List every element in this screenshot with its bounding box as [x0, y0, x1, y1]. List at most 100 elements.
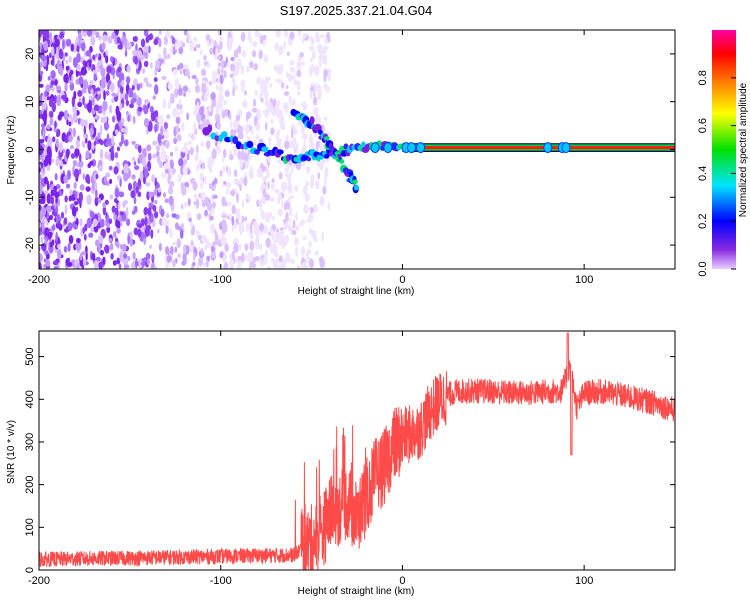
noise-blob — [196, 59, 201, 69]
noise-blob — [176, 238, 182, 249]
y-tick-label: -20 — [24, 237, 36, 253]
noise-blob — [254, 30, 260, 38]
noise-blob — [215, 77, 219, 83]
noise-blob — [86, 102, 92, 112]
noise-blob — [150, 229, 154, 239]
noise-blob — [40, 236, 44, 244]
noise-blob — [137, 191, 142, 198]
noise-blob — [286, 252, 291, 264]
bottom-y-axis-label: SNR (10 * v/v) — [6, 420, 17, 484]
noise-blob — [85, 186, 91, 192]
noise-blob — [39, 138, 45, 144]
noise-blob — [150, 261, 155, 269]
noise-blob — [233, 242, 239, 254]
noise-blob — [231, 223, 235, 233]
noise-blob — [64, 135, 69, 144]
noise-blob — [210, 245, 216, 253]
noise-blob — [56, 133, 60, 138]
noise-blob — [319, 49, 324, 61]
noise-blob — [66, 118, 69, 126]
noise-blob — [189, 146, 194, 156]
carrier-blob — [383, 142, 393, 154]
noise-blob — [300, 246, 306, 256]
noise-blob — [106, 154, 110, 160]
noise-blob — [327, 72, 332, 82]
noise-blob — [245, 222, 250, 232]
noise-blob — [287, 182, 293, 194]
noise-blob — [283, 102, 289, 112]
noise-blob — [111, 97, 115, 104]
noise-blob — [182, 85, 189, 93]
noise-blob — [171, 167, 176, 174]
noise-blob — [141, 156, 147, 168]
noise-blob — [78, 153, 82, 162]
bottom-x-axis-label: Height of straight line (km) — [298, 586, 415, 597]
noise-blob — [321, 231, 324, 242]
noise-blob — [167, 82, 173, 90]
noise-blob — [41, 123, 45, 128]
noise-blob — [86, 194, 92, 206]
noise-blob — [168, 186, 174, 195]
noise-blob — [76, 140, 80, 150]
noise-blob — [252, 40, 258, 48]
noise-blob — [151, 254, 155, 261]
noise-blob — [225, 182, 232, 188]
noise-blob — [82, 173, 86, 180]
noise-blob — [210, 216, 214, 221]
noise-blob — [196, 101, 200, 112]
noise-blob — [91, 182, 96, 191]
noise-blob — [81, 251, 86, 256]
carrier-blob — [416, 142, 426, 154]
noise-blob — [161, 75, 167, 80]
noise-blob — [216, 120, 221, 130]
noise-blob — [154, 123, 158, 133]
noise-blob — [143, 60, 149, 68]
noise-blob — [183, 244, 187, 255]
noise-blob — [166, 53, 171, 59]
noise-blob — [97, 197, 102, 204]
noise-blob — [59, 31, 65, 39]
noise-blob — [61, 94, 67, 100]
noise-blob — [277, 99, 281, 108]
noise-blob — [133, 165, 140, 171]
noise-blob — [174, 222, 180, 230]
noise-blob — [73, 201, 79, 206]
noise-blob — [220, 102, 224, 112]
noise-blob — [174, 42, 179, 51]
noise-blob — [147, 152, 152, 162]
noise-blob — [134, 56, 138, 65]
noise-blob — [191, 224, 196, 236]
noise-blob — [287, 140, 294, 149]
noise-blob — [262, 188, 267, 198]
noise-blob — [111, 32, 116, 40]
noise-blob — [83, 132, 87, 140]
noise-blob — [237, 150, 241, 160]
noise-blob — [77, 30, 82, 34]
noise-blob — [289, 31, 295, 40]
noise-blob — [43, 40, 49, 52]
noise-blob — [120, 127, 126, 133]
noise-blob — [39, 61, 44, 68]
noise-blob — [264, 98, 269, 107]
noise-blob — [292, 98, 296, 105]
noise-blob — [126, 65, 131, 73]
noise-blob — [182, 252, 187, 262]
noise-blob — [260, 35, 264, 43]
noise-blob — [200, 181, 204, 190]
noise-blob — [258, 257, 263, 265]
noise-blob — [131, 174, 136, 180]
noise-blob — [123, 164, 129, 175]
noise-blob — [308, 258, 315, 269]
noise-blob — [297, 265, 302, 269]
noise-blob — [243, 176, 248, 187]
noise-blob — [304, 193, 311, 202]
noise-blob — [238, 221, 243, 229]
noise-blob — [314, 250, 319, 256]
noise-blob — [137, 228, 142, 238]
noise-blob — [131, 140, 136, 145]
noise-blob — [103, 51, 106, 58]
noise-blob — [187, 88, 191, 95]
noise-blob — [111, 205, 116, 213]
noise-blob — [220, 68, 224, 74]
noise-blob — [132, 49, 138, 57]
